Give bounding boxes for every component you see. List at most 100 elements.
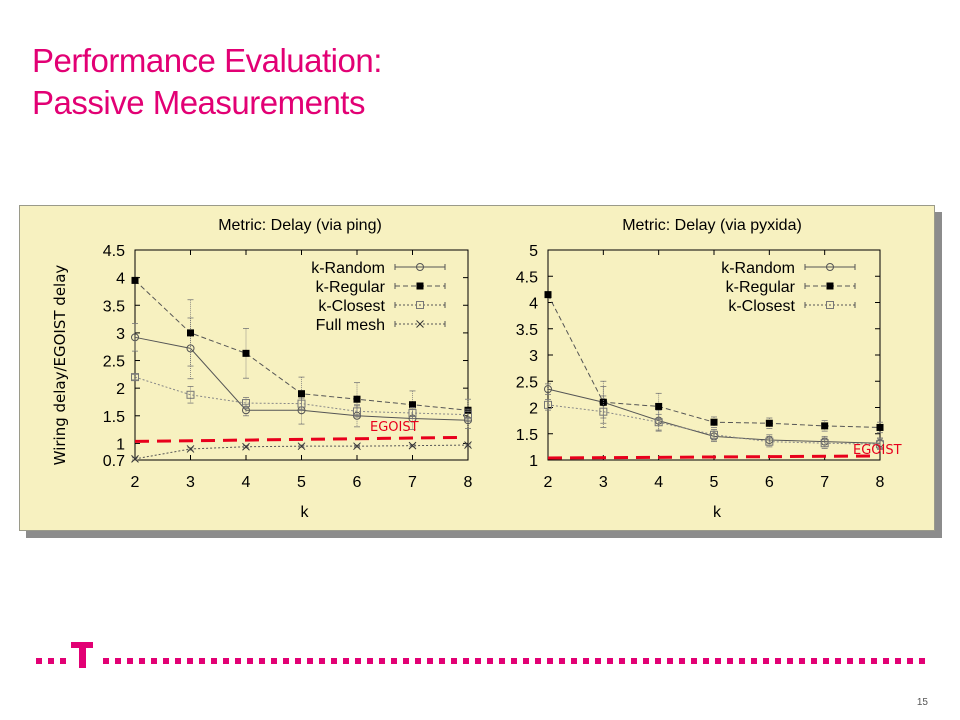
- data-point: [242, 399, 250, 408]
- data-point: [297, 399, 306, 408]
- error-bar: [409, 444, 416, 448]
- x-tick-label: 7: [408, 474, 417, 491]
- brand-dot: [199, 658, 205, 664]
- data-point: [131, 373, 139, 382]
- brand-dot: [691, 658, 697, 664]
- page-number: 15: [916, 697, 928, 708]
- brand-dot: [547, 658, 553, 664]
- brand-dot: [523, 658, 529, 664]
- error-bar: [354, 444, 360, 448]
- legend-label: k-Closest: [728, 298, 795, 315]
- y-tick-label: 1.5: [516, 427, 538, 444]
- brand-dot: [859, 658, 865, 664]
- slide-title-line2: Passive Measurements: [32, 84, 365, 121]
- legend-entry: k-Regular: [316, 279, 446, 296]
- brand-dot: [883, 658, 889, 664]
- error-bar: [354, 405, 360, 418]
- legend-label: k-Closest: [318, 298, 385, 315]
- x-axis-label: k: [713, 504, 722, 521]
- data-point: [826, 301, 834, 309]
- brand-dot: [655, 658, 661, 664]
- data-point: [544, 291, 552, 299]
- y-tick-label: 3: [529, 348, 538, 365]
- brand-dot: [271, 658, 277, 664]
- data-point: [408, 441, 417, 450]
- data-point: [131, 455, 139, 463]
- brand-dot: [763, 658, 769, 664]
- x-tick-label: 3: [186, 474, 195, 491]
- y-tick-label: 0.7: [103, 453, 125, 470]
- series-line: [134, 376, 469, 416]
- brand-dot: [295, 658, 301, 664]
- brand-dot: [331, 658, 337, 664]
- brand-dot: [811, 658, 817, 664]
- brand-dot: [643, 658, 649, 664]
- error-bar: [465, 408, 471, 421]
- error-bar: [298, 397, 305, 410]
- x-tick-label: 8: [464, 474, 473, 491]
- brand-dot: [703, 658, 709, 664]
- data-point: [186, 390, 195, 399]
- y-tick-label: 1: [116, 436, 125, 453]
- brand-dot: [415, 658, 421, 664]
- brand-dot: [871, 658, 877, 664]
- brand-dot: [259, 658, 265, 664]
- brand-dot: [535, 658, 541, 664]
- series-k-closest: [544, 395, 884, 450]
- error-bar: [655, 392, 662, 420]
- error-bar: [409, 407, 416, 419]
- brand-dot: [559, 658, 565, 664]
- brand-dot: [247, 658, 253, 664]
- brand-dot: [235, 658, 241, 664]
- legend-entry: k-Random: [311, 260, 446, 277]
- brand-dot: [511, 658, 517, 664]
- brand-dot: [48, 658, 54, 664]
- data-point: [416, 301, 424, 309]
- y-tick-label: 4.5: [103, 243, 125, 260]
- data-point: [131, 276, 139, 284]
- x-tick-label: 6: [353, 474, 362, 491]
- brand-dot: [487, 658, 493, 664]
- legend-label: k-Random: [721, 260, 795, 277]
- data-point: [765, 419, 773, 427]
- brand-dot: [667, 658, 673, 664]
- data-point: [353, 395, 361, 403]
- data-point: [408, 409, 417, 418]
- brand-dot: [403, 658, 409, 664]
- brand-dot: [211, 658, 217, 664]
- brand-dot: [223, 658, 229, 664]
- brand-dot: [679, 658, 685, 664]
- legend-entry: Full mesh: [316, 317, 446, 334]
- brand-dot: [583, 658, 589, 664]
- brand-dot: [751, 658, 757, 664]
- series-full-mesh: [131, 441, 472, 463]
- y-tick-label: 2: [116, 381, 125, 398]
- brand-dot: [823, 658, 829, 664]
- error-bar: [132, 457, 138, 461]
- legend-entry: k-Closest: [728, 298, 856, 315]
- error-bar: [243, 397, 249, 410]
- brand-dot: [715, 658, 721, 664]
- data-point: [876, 423, 884, 431]
- brand-dot: [595, 658, 601, 664]
- data-point: [186, 445, 195, 453]
- y-tick-label: 2: [529, 401, 538, 418]
- error-bar: [655, 413, 662, 431]
- brand-dot: [175, 658, 181, 664]
- data-point: [654, 418, 663, 427]
- x-tick-label: 6: [765, 474, 774, 491]
- brand-dot: [619, 658, 625, 664]
- error-bar: [298, 444, 305, 448]
- data-point: [416, 320, 424, 328]
- y-tick-label: 3.5: [103, 298, 125, 315]
- legend-entry: k-Random: [721, 260, 856, 277]
- chart-title: Metric: Delay (via ping): [218, 217, 382, 234]
- error-bar: [600, 395, 607, 428]
- x-tick-label: 3: [599, 474, 608, 491]
- data-point: [416, 263, 424, 271]
- x-tick-label: 2: [131, 474, 140, 491]
- data-point: [710, 430, 718, 439]
- brand-dot: [631, 658, 637, 664]
- brand-dot: [283, 658, 289, 664]
